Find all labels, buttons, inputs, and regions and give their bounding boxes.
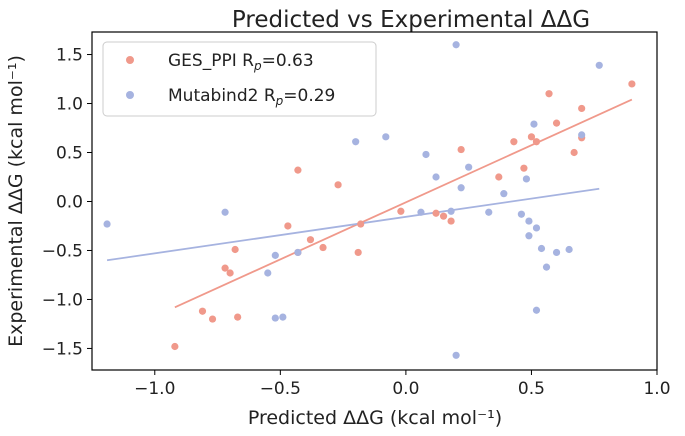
- point-ges-ppi: [226, 269, 234, 277]
- point-mutabind2: [565, 245, 573, 254]
- legend-box: [102, 41, 377, 117]
- point-mutabind2: [264, 269, 272, 277]
- point-mutabind2: [465, 163, 473, 171]
- point-ges-ppi: [628, 80, 636, 88]
- point-ges-ppi: [208, 315, 217, 323]
- point-ges-ppi: [306, 236, 315, 244]
- y-tick-label: −1.0: [42, 290, 83, 310]
- point-mutabind2: [500, 190, 508, 198]
- legend-marker-mutabind2: [126, 91, 134, 99]
- point-mutabind2: [221, 208, 229, 216]
- legend-label-mutabind2: Mutabind2 Rp=0.29: [168, 86, 335, 108]
- fit-line-mutabind2: [106, 187, 600, 262]
- x-tick-label: 0.5: [518, 379, 545, 399]
- point-mutabind2: [294, 248, 302, 257]
- y-tick-label: −1.5: [42, 339, 83, 359]
- point-ges-ppi: [284, 222, 292, 230]
- point-mutabind2: [103, 220, 111, 228]
- chart-title: Predicted vs Experimental ΔΔG: [232, 7, 590, 33]
- point-mutabind2: [522, 175, 531, 183]
- legend: GES_PPI Rp=0.63 Mutabind2 Rp=0.29: [102, 41, 377, 117]
- point-mutabind2: [382, 133, 390, 141]
- point-mutabind2: [352, 138, 360, 146]
- point-mutabind2: [452, 351, 460, 359]
- point-ges-ppi: [527, 133, 536, 141]
- y-tick-label: 0.5: [56, 144, 83, 164]
- y-tick-label: 1.5: [56, 46, 83, 66]
- point-ges-ppi: [570, 148, 578, 157]
- point-mutabind2: [542, 263, 551, 271]
- point-ges-ppi: [439, 212, 448, 220]
- point-mutabind2: [525, 217, 533, 225]
- point-ges-ppi: [510, 138, 518, 146]
- point-mutabind2: [578, 131, 586, 139]
- point-mutabind2: [447, 207, 455, 215]
- legend-marker-ges-ppi: [126, 56, 134, 64]
- point-ges-ppi: [319, 243, 327, 252]
- point-ges-ppi: [198, 307, 207, 315]
- x-tick-label: 0.0: [392, 379, 419, 399]
- point-ges-ppi: [457, 145, 465, 154]
- point-ges-ppi: [171, 342, 179, 351]
- point-mutabind2: [432, 173, 440, 181]
- point-ges-ppi: [432, 209, 440, 217]
- point-ges-ppi: [552, 119, 561, 127]
- point-mutabind2: [485, 208, 493, 216]
- point-mutabind2: [525, 232, 533, 240]
- y-tick-label: −0.5: [42, 241, 83, 261]
- x-tick-label: −1.0: [134, 379, 175, 399]
- x-tick-label: −0.5: [260, 379, 301, 399]
- point-mutabind2: [422, 150, 430, 159]
- point-ges-ppi: [545, 90, 553, 98]
- point-ges-ppi: [231, 245, 239, 254]
- point-mutabind2: [271, 314, 279, 322]
- point-ges-ppi: [578, 104, 586, 113]
- point-ges-ppi: [397, 207, 405, 215]
- point-ges-ppi: [357, 220, 365, 228]
- point-mutabind2: [457, 184, 465, 192]
- point-mutabind2: [532, 224, 541, 232]
- point-mutabind2: [271, 251, 279, 259]
- point-ges-ppi: [294, 166, 302, 174]
- point-mutabind2: [279, 313, 287, 321]
- point-mutabind2: [537, 244, 546, 253]
- y-tick-label: 0.0: [56, 192, 83, 212]
- fit-line-ges-ppi: [174, 98, 633, 309]
- point-ges-ppi: [221, 264, 229, 272]
- x-axis-label: Predicted ΔΔG (kcal mol⁻¹): [248, 407, 502, 429]
- point-mutabind2: [530, 120, 538, 128]
- point-mutabind2: [417, 208, 425, 216]
- point-mutabind2: [517, 210, 526, 218]
- point-mutabind2: [452, 41, 460, 49]
- y-axis-label: Experimental ΔΔG (kcal mol⁻¹): [5, 55, 27, 347]
- x-tick-label: 1.0: [643, 379, 670, 399]
- legend-label-ges-ppi: GES_PPI Rp=0.63: [168, 51, 314, 73]
- point-mutabind2: [595, 61, 603, 69]
- point-ges-ppi: [354, 248, 362, 257]
- point-ges-ppi: [334, 181, 342, 189]
- point-ges-ppi: [495, 173, 503, 181]
- point-ges-ppi: [520, 164, 528, 172]
- point-ges-ppi: [234, 313, 242, 321]
- point-mutabind2: [532, 306, 541, 314]
- point-mutabind2: [552, 248, 561, 257]
- y-tick-label: 1.0: [56, 95, 83, 115]
- point-ges-ppi: [447, 217, 455, 225]
- point-ges-ppi: [532, 138, 541, 146]
